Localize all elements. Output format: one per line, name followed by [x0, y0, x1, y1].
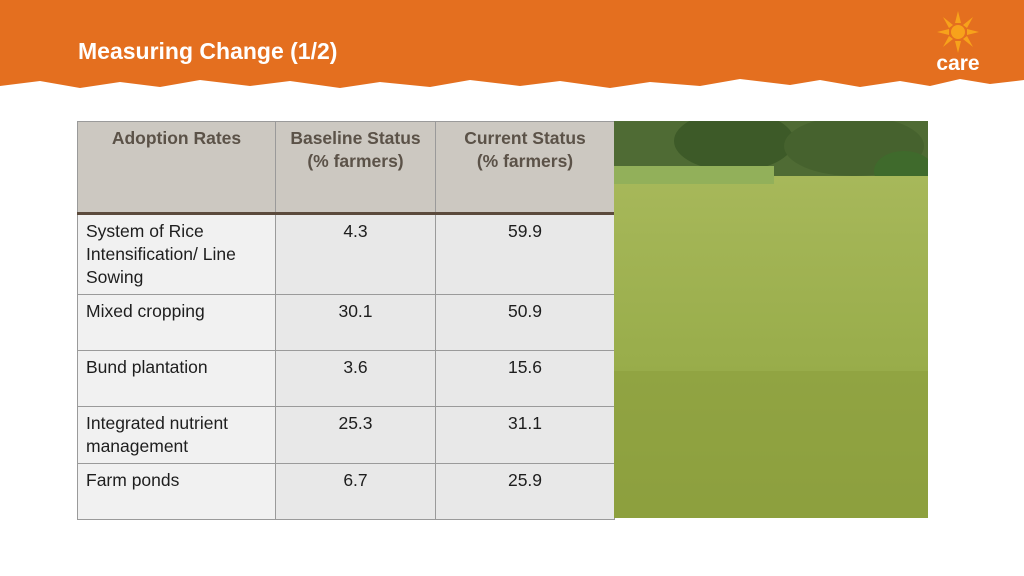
value-cell: 31.1	[435, 406, 615, 464]
label-cell: Bund plantation	[77, 350, 276, 407]
table-row: Mixed cropping 30.1 50.9	[77, 294, 615, 351]
table-row: System of Rice Intensification/ Line Sow…	[77, 213, 615, 295]
value-cell: 4.3	[275, 213, 436, 295]
label-cell: Farm ponds	[77, 463, 276, 520]
column-header: Adoption Rates	[77, 121, 276, 215]
value-cell: 25.9	[435, 463, 615, 520]
table: Adoption Rates Baseline Status (% farmers…	[77, 121, 615, 520]
logo-text: care	[936, 52, 979, 75]
table-row: Bund plantation 3.6 15.6	[77, 350, 615, 407]
table-row: Farm ponds 6.7 25.9	[77, 463, 615, 520]
label-cell: System of Rice Intensification/ Line Sow…	[77, 213, 276, 295]
value-cell: 25.3	[275, 406, 436, 464]
value-cell: 50.9	[435, 294, 615, 351]
slide-title: Measuring Change (1/2)	[78, 38, 338, 64]
column-header: Current Status (% farmers)	[435, 121, 615, 215]
value-cell: 3.6	[275, 350, 436, 407]
column-header: Baseline Status (% farmers)	[275, 121, 436, 215]
table-row: Integrated nutrient management 25.3 31.1	[77, 406, 615, 464]
label-cell: Integrated nutrient management	[77, 406, 276, 464]
value-cell: 6.7	[275, 463, 436, 520]
value-cell: 30.1	[275, 294, 436, 351]
value-cell: 15.6	[435, 350, 615, 407]
rice-field-photo	[614, 121, 928, 518]
label-cell: Mixed cropping	[77, 294, 276, 351]
logo: care	[936, 11, 980, 75]
header-row: Adoption Rates Baseline Status (% farmers…	[77, 121, 615, 215]
header-band	[0, 0, 1024, 88]
table-body: System of Rice Intensification/ Line Sow…	[77, 213, 615, 520]
value-cell: 59.9	[435, 213, 615, 295]
